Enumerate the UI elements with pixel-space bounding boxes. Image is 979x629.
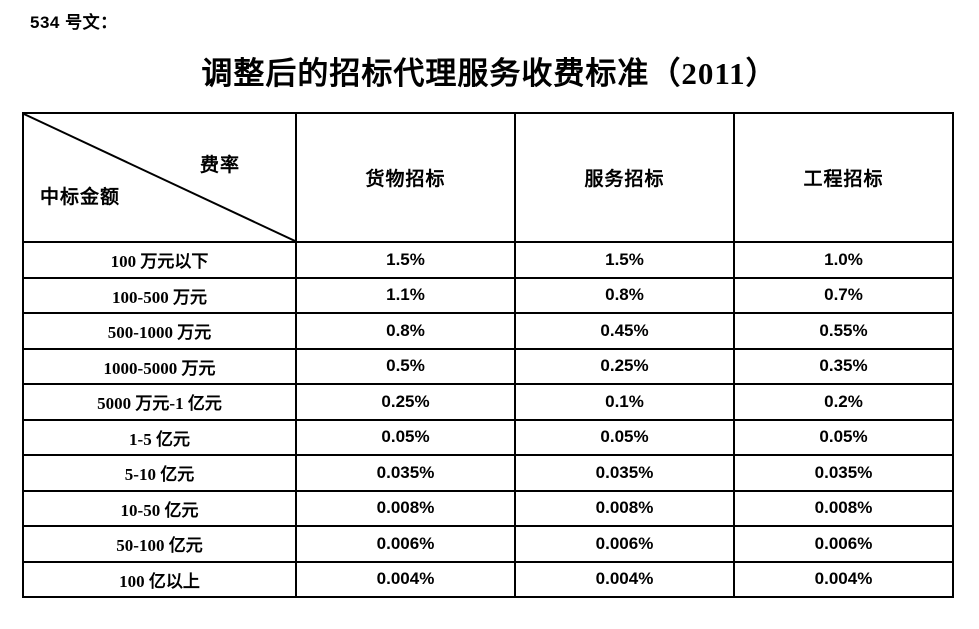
table-row: 50-100 亿元 0.006% 0.006% 0.006% [22, 525, 954, 563]
table-row: 100 万元以下 1.5% 1.5% 1.0% [22, 241, 954, 279]
diagonal-divider-line [24, 114, 295, 241]
fee-cell: 1.5% [514, 241, 735, 279]
amount-range-label: 100 亿以上 [22, 560, 297, 598]
table-row: 100-500 万元 1.1% 0.8% 0.7% [22, 276, 954, 314]
amount-range-label: 1-5 亿元 [22, 418, 297, 456]
fee-cell: 0.1% [514, 383, 735, 421]
amount-range-label: 5-10 亿元 [22, 454, 297, 492]
fee-cell: 1.5% [295, 241, 516, 279]
amount-range-label: 100-500 万元 [22, 276, 297, 314]
document-number: 534 号文： [30, 13, 118, 32]
fee-cell: 0.8% [514, 276, 735, 314]
fee-cell: 0.05% [514, 418, 735, 456]
fee-cell: 0.008% [733, 489, 954, 527]
fee-cell: 0.035% [295, 454, 516, 492]
fee-cell: 0.05% [733, 418, 954, 456]
table-row: 5000 万元-1 亿元 0.25% 0.1% 0.2% [22, 383, 954, 421]
table-row: 1-5 亿元 0.05% 0.05% 0.05% [22, 418, 954, 456]
amount-range-label: 1000-5000 万元 [22, 347, 297, 385]
fee-cell: 1.1% [295, 276, 516, 314]
fee-cell: 0.008% [295, 489, 516, 527]
table-row: 500-1000 万元 0.8% 0.45% 0.55% [22, 312, 954, 350]
fee-cell: 0.25% [295, 383, 516, 421]
table-row: 5-10 亿元 0.035% 0.035% 0.035% [22, 454, 954, 492]
amount-range-label: 500-1000 万元 [22, 312, 297, 350]
fee-standard-table: 费率 中标金额 货物招标 服务招标 工程招标 100 万元以下 1.5% 1.5… [22, 112, 954, 598]
fee-cell: 0.006% [295, 525, 516, 563]
column-header-goods: 货物招标 [295, 112, 516, 243]
fee-cell: 0.008% [514, 489, 735, 527]
page-title: 调整后的招标代理服务收费标准（2011） [201, 56, 778, 91]
column-header-engineering: 工程招标 [733, 112, 954, 243]
table-row: 100 亿以上 0.004% 0.004% 0.004% [22, 560, 954, 598]
fee-cell: 0.45% [514, 312, 735, 350]
fee-cell: 0.006% [733, 525, 954, 563]
table-row: 1000-5000 万元 0.5% 0.25% 0.35% [22, 347, 954, 385]
amount-range-label: 100 万元以下 [22, 241, 297, 279]
table-header-row: 费率 中标金额 货物招标 服务招标 工程招标 [22, 112, 954, 243]
fee-cell: 0.035% [733, 454, 954, 492]
fee-cell: 0.55% [733, 312, 954, 350]
fee-cell: 1.0% [733, 241, 954, 279]
corner-label-amount: 中标金额 [40, 187, 121, 208]
corner-label-rate: 费率 [200, 155, 241, 176]
column-header-services: 服务招标 [514, 112, 735, 243]
corner-header-cell: 费率 中标金额 [22, 112, 297, 243]
fee-cell: 0.004% [733, 560, 954, 598]
fee-cell: 0.5% [295, 347, 516, 385]
table-row: 10-50 亿元 0.008% 0.008% 0.008% [22, 489, 954, 527]
fee-cell: 0.006% [514, 525, 735, 563]
fee-cell: 0.7% [733, 276, 954, 314]
fee-cell: 0.8% [295, 312, 516, 350]
fee-cell: 0.004% [514, 560, 735, 598]
fee-cell: 0.004% [295, 560, 516, 598]
fee-cell: 0.35% [733, 347, 954, 385]
amount-range-label: 10-50 亿元 [22, 489, 297, 527]
fee-cell: 0.25% [514, 347, 735, 385]
fee-cell: 0.2% [733, 383, 954, 421]
amount-range-label: 50-100 亿元 [22, 525, 297, 563]
fee-cell: 0.05% [295, 418, 516, 456]
fee-cell: 0.035% [514, 454, 735, 492]
amount-range-label: 5000 万元-1 亿元 [22, 383, 297, 421]
